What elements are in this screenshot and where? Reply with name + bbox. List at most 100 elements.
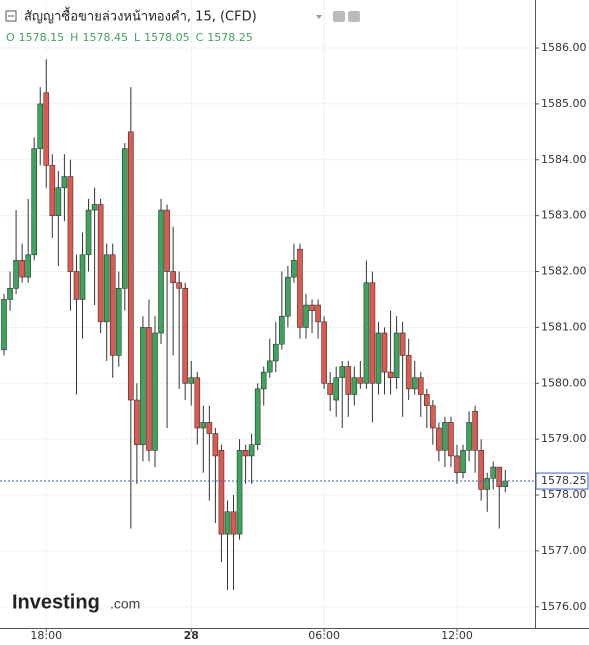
candle-body — [73, 271, 80, 300]
candle-body — [315, 304, 321, 323]
candle-body — [206, 422, 213, 434]
candle-body — [285, 276, 291, 317]
x-tick-label: 18:00 — [30, 629, 62, 642]
candle-body — [472, 410, 478, 451]
candle-body — [19, 260, 25, 278]
y-tick-label: 1577.00 — [541, 544, 587, 557]
candle-body — [502, 480, 509, 487]
ohlc-value: 1578.05 — [144, 31, 190, 44]
candle-body — [405, 355, 412, 390]
candle-body — [357, 377, 364, 384]
candle-body — [1, 299, 7, 351]
ohlc-value: 1578.15 — [19, 31, 65, 44]
candle-body — [158, 209, 164, 334]
candle-body — [218, 450, 225, 535]
x-tick-label: 12:00 — [441, 629, 473, 642]
candle-body — [248, 444, 255, 457]
candle-body — [478, 450, 484, 490]
candle-body — [140, 327, 146, 446]
y-tick-label: 1584.00 — [541, 153, 587, 166]
candle-body — [309, 304, 315, 311]
candle-body — [224, 511, 231, 535]
candle-body — [194, 377, 201, 429]
candle-body — [55, 187, 62, 216]
candle-body — [79, 254, 86, 300]
candle-body — [363, 282, 370, 384]
y-tick-label: 1586.00 — [541, 41, 587, 54]
x-tick-label: 28 — [184, 629, 199, 642]
last-price-box — [535, 472, 589, 490]
candle-body — [122, 148, 128, 289]
candle-body — [31, 148, 38, 256]
candle-body — [230, 511, 237, 535]
candle-body — [242, 450, 249, 457]
logo-suffix: .com — [110, 596, 140, 612]
x-tick-label: 06:00 — [308, 629, 340, 642]
candle-body — [170, 271, 176, 284]
candle-body — [333, 377, 340, 401]
candle-body — [67, 176, 74, 272]
y-tick-label: 1585.00 — [541, 97, 587, 110]
candle-body — [460, 450, 466, 473]
candle-body — [321, 321, 327, 384]
candle-body — [454, 455, 460, 473]
candle-body — [49, 165, 56, 216]
candle-body — [260, 371, 267, 390]
candle-body — [37, 103, 44, 149]
candle-body — [430, 405, 436, 429]
ohlc-label: C — [196, 31, 204, 44]
candle-body — [351, 377, 358, 395]
candle-body — [399, 332, 406, 356]
candle-body — [345, 366, 352, 395]
candle-body — [466, 422, 472, 451]
candle-body — [164, 209, 170, 272]
candle-body — [484, 477, 491, 490]
settings-icon[interactable] — [333, 11, 345, 22]
candle-body — [236, 450, 243, 535]
candle-body — [291, 260, 297, 278]
candle-body — [254, 388, 261, 446]
candle-body — [212, 433, 219, 457]
candle-body — [25, 254, 31, 278]
dropdown-arrow[interactable] — [316, 15, 322, 19]
gear-icon[interactable] — [348, 11, 360, 22]
candle-body — [327, 382, 333, 395]
candle-body — [490, 466, 497, 479]
candle-body — [297, 248, 303, 328]
candle-body — [436, 427, 442, 451]
candle-body — [134, 399, 140, 446]
candle-body — [303, 304, 309, 328]
candle-body — [61, 176, 68, 189]
candle-body — [448, 422, 454, 457]
candle-body — [91, 204, 98, 211]
candle-body — [182, 287, 188, 384]
candle-body — [176, 282, 182, 289]
candle-body — [423, 394, 430, 406]
last-price-label: 1578.25 — [541, 474, 587, 487]
candle-body — [200, 422, 207, 429]
y-tick-label: 1579.00 — [541, 432, 587, 445]
ohlc-label: H — [70, 31, 78, 44]
candle-body — [496, 466, 503, 487]
candle-body — [97, 204, 104, 323]
candle-body — [146, 327, 152, 451]
candle-body — [152, 332, 158, 451]
y-tick-label: 1582.00 — [541, 265, 587, 278]
candle-body — [411, 377, 418, 390]
candle-body — [109, 254, 116, 356]
y-tick-label: 1576.00 — [541, 600, 587, 613]
candle-body — [272, 343, 279, 362]
candle-body — [13, 260, 19, 289]
ohlc-value: 1578.25 — [207, 31, 253, 44]
candle-body — [115, 287, 122, 356]
ohlc-value: 1578.45 — [82, 31, 128, 44]
candle-body — [381, 332, 388, 373]
candle-body — [369, 282, 376, 384]
candle-body — [128, 131, 134, 401]
logo: Investing — [12, 591, 100, 613]
ohlc-label: L — [134, 31, 141, 44]
y-tick-label: 1578.00 — [541, 488, 587, 501]
candle-body — [103, 254, 110, 323]
